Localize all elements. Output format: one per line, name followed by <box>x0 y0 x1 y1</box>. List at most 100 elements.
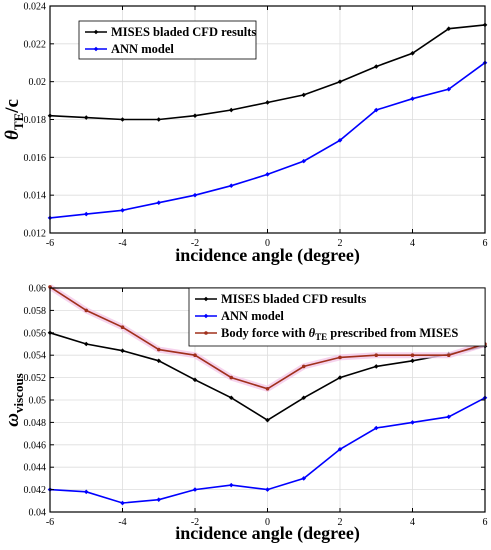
y-tick-label: 0.024 <box>24 2 47 13</box>
x-tick-label: 4 <box>410 517 415 528</box>
data-point <box>265 100 270 105</box>
data-point <box>83 341 89 347</box>
data-point <box>446 353 451 358</box>
data-point <box>410 353 415 358</box>
data-point <box>410 358 415 364</box>
data-point <box>301 158 307 164</box>
data-point <box>337 79 343 84</box>
y-axis-label: ωviscous <box>2 373 26 426</box>
data-point <box>446 26 452 31</box>
y-tick-label: 0.042 <box>24 485 47 496</box>
data-point <box>301 364 306 369</box>
data-point <box>373 107 379 113</box>
y-tick-label: 0.016 <box>24 153 47 164</box>
legend-label: MISES bladed CFD results <box>111 25 256 39</box>
legend: MISES bladed CFD results ANN model <box>78 20 257 60</box>
data-point <box>301 92 307 98</box>
data-point <box>229 375 234 380</box>
y-tick-label: 0.052 <box>24 373 47 384</box>
x-tick-label: -4 <box>118 517 126 528</box>
data-point <box>338 355 342 360</box>
legend-marker <box>93 46 99 52</box>
legend-label: ANN model <box>111 42 174 56</box>
data-point <box>446 86 452 92</box>
legend-box <box>188 287 486 347</box>
data-point <box>337 446 343 452</box>
x-tick-label: 4 <box>410 238 415 249</box>
data-point <box>265 487 270 492</box>
data-point <box>410 96 415 101</box>
data-point <box>83 211 89 217</box>
data-point <box>193 353 197 358</box>
data-point <box>265 417 270 423</box>
data-point <box>156 200 162 206</box>
y-tick-label: 0.012 <box>24 229 47 240</box>
data-point <box>373 364 379 369</box>
data-point <box>265 172 270 177</box>
data-point <box>120 117 125 122</box>
x-tick-label: 0 <box>265 238 270 249</box>
data-point <box>120 208 125 213</box>
data-point <box>156 347 161 352</box>
data-point <box>192 487 198 492</box>
y-tick-label: 0.054 <box>24 351 47 362</box>
legend-label: ANN model <box>221 309 284 323</box>
y-tick-label: 0.022 <box>24 39 47 50</box>
x-tick-label: -2 <box>191 238 199 249</box>
data-point <box>84 308 89 313</box>
data-point <box>83 489 89 495</box>
data-point <box>192 113 198 119</box>
data-point <box>228 183 234 189</box>
y-tick-label: 0.056 <box>24 328 47 339</box>
y-tick-label: 0.044 <box>24 463 47 474</box>
x-axis-label: incidence angle (degree) <box>175 523 360 544</box>
data-point <box>228 107 234 113</box>
data-point <box>410 420 415 425</box>
chart-panel-2: -6 -4 -2 0 2 4 6 0.04 0.042 0.044 0.046 0.048 0.05 0.… <box>2 284 488 545</box>
data-point <box>374 353 379 358</box>
data-point <box>156 497 162 502</box>
y-tick-label: 0.046 <box>24 440 47 451</box>
x-tick-label: 0 <box>265 517 270 528</box>
data-point <box>301 395 307 401</box>
x-tick-label: -6 <box>46 238 54 249</box>
data-point <box>410 50 415 56</box>
data-point <box>265 387 270 391</box>
x-axis-label: incidence angle (degree) <box>175 245 360 266</box>
data-point <box>337 375 343 380</box>
data-point <box>192 377 198 383</box>
y-tick-label: 0.05 <box>29 396 47 407</box>
x-tick-label: 6 <box>483 517 488 528</box>
data-point <box>83 115 89 120</box>
data-point <box>156 117 162 122</box>
legend: MISES bladed CFD results ANN model Body fo… <box>188 287 486 347</box>
data-point <box>337 138 343 143</box>
data-point <box>120 348 125 354</box>
chart-panel-1: -6 -4 -2 0 2 4 6 0.012 0.014 0.016 0.018 0.02 0.022 0… <box>2 2 488 267</box>
data-point <box>301 476 307 481</box>
x-tick-label: 2 <box>338 238 343 249</box>
y-tick-label: 0.04 <box>29 508 47 519</box>
y-axis-label: θTE/c <box>2 99 26 140</box>
legend-label: Body force with θTE prescribed from MISE… <box>221 326 458 342</box>
legend-marker <box>203 313 209 319</box>
legend-box <box>78 20 257 60</box>
legend-label: MISES bladed CFD results <box>221 292 366 306</box>
data-point <box>228 482 234 488</box>
x-tick-label: -4 <box>118 238 126 249</box>
y-tick-label: 0.014 <box>24 191 47 202</box>
y-tick-label: 0.058 <box>24 306 47 317</box>
x-tick-label: 6 <box>483 238 488 249</box>
data-point <box>120 500 125 506</box>
x-tick-label: -6 <box>46 517 54 528</box>
data-point <box>373 64 379 69</box>
y-tick-label: 0.02 <box>29 77 47 88</box>
legend-marker <box>93 29 99 35</box>
data-point <box>373 425 379 431</box>
y-tick-label: 0.048 <box>24 418 47 429</box>
x-tick-label: -2 <box>191 517 199 528</box>
data-point <box>446 414 452 420</box>
y-tick-label: 0.06 <box>29 284 47 295</box>
data-point <box>156 358 162 364</box>
